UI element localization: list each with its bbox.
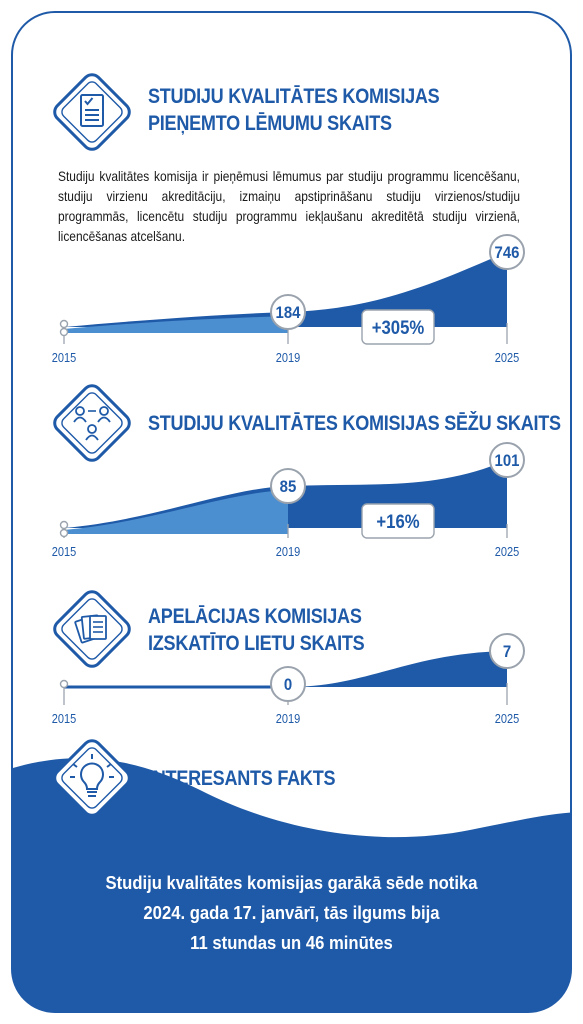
fact-text: Studiju kvalitātes komisijas garākā sēde… [0, 868, 583, 958]
value-bubble [489, 442, 525, 478]
x-tick-label: 2015 [52, 545, 77, 559]
section-3-title: APELĀCIJAS KOMISIJAS IZSKATĪTO LIETU SKA… [148, 605, 365, 655]
data-point-start [59, 327, 69, 337]
data-label: 85 [280, 478, 297, 496]
x-tick-label: 2025 [495, 712, 520, 726]
data-point-start [59, 528, 69, 538]
data-label: 746 [495, 244, 520, 262]
value-bubble [489, 633, 525, 669]
x-tick-label: 2019 [276, 545, 300, 559]
fact-line: 11 stundas un 46 minūtes [190, 932, 393, 953]
value-bubble [270, 666, 306, 702]
growth-label: +305% [372, 317, 425, 338]
x-tick-label: 2025 [495, 351, 520, 365]
lightbulb-icon [53, 739, 131, 817]
value-bubble [270, 294, 306, 330]
document-checklist-icon [53, 73, 131, 151]
series-area [64, 252, 507, 327]
charts-layer: 2015 2019 2025 184 746 +305% 2015 2019 2025 85 101… [52, 234, 525, 726]
data-label: 101 [495, 452, 520, 470]
fact-line: 2024. gada 17. janvārī, tās ilgums bija [143, 902, 440, 923]
growth-badge [361, 503, 435, 539]
section-1-description: Studiju kvalitātes komisija ir pieņēmusi… [58, 169, 520, 244]
section-1-title: STUDIJU KVALITĀTES KOMISIJAS PIEŅEMTO LĒ… [148, 85, 440, 135]
x-tick-label: 2019 [276, 351, 300, 365]
data-point-start [59, 319, 69, 329]
data-label: 7 [503, 643, 511, 661]
documents-stack-icon [53, 590, 131, 668]
series-area-2015-2019 [64, 490, 288, 540]
area-mask [60, 333, 507, 347]
x-tick-label: 2015 [52, 712, 77, 726]
bottom-wave [12, 758, 571, 1012]
x-tick-label: 2025 [495, 545, 520, 559]
data-point-start [59, 520, 69, 530]
section-4-title: INTERESANTS FAKTS [148, 767, 336, 790]
data-label: 0 [284, 676, 292, 694]
growth-label: +16% [376, 511, 419, 532]
value-bubble [489, 234, 525, 270]
growth-badge [361, 309, 435, 345]
data-point-start [59, 679, 69, 689]
data-label: 184 [276, 304, 301, 322]
fact-line: Studiju kvalitātes komisijas garākā sēde… [105, 872, 478, 893]
series-area [288, 651, 507, 687]
section-2-title: STUDIJU KVALITĀTES KOMISIJAS SĒŽU SKAITS [148, 412, 561, 435]
x-tick-label: 2019 [276, 712, 300, 726]
x-tick-label: 2015 [52, 351, 77, 365]
people-meeting-icon [53, 384, 131, 462]
value-bubble [270, 468, 306, 504]
